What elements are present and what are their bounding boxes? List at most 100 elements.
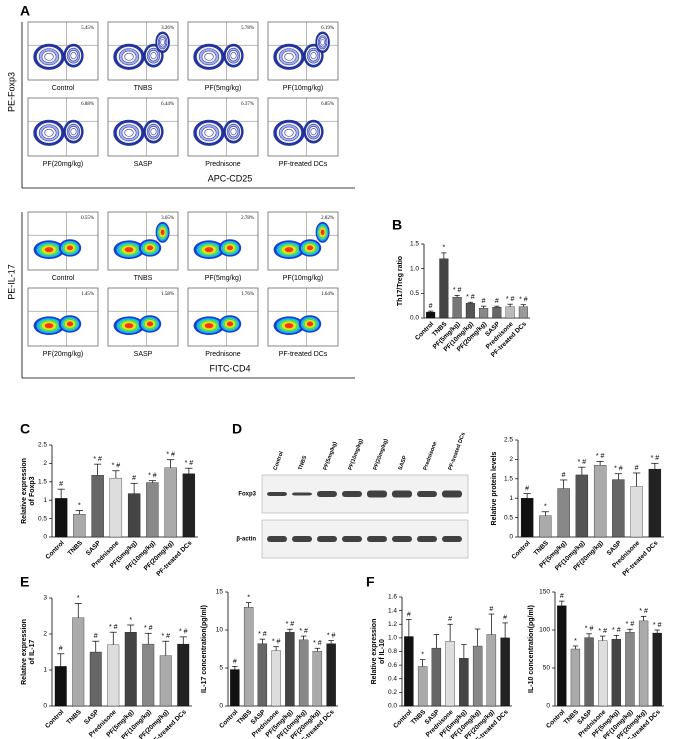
bar — [459, 658, 469, 707]
flow-density — [160, 229, 165, 236]
y-tick-label: 5 — [219, 665, 223, 672]
bar — [243, 607, 254, 707]
flow-density — [160, 39, 165, 46]
y-tick-label: 0.2 — [388, 689, 397, 696]
bar — [127, 493, 141, 538]
flow-plot: 3.26% TNBS — [107, 21, 179, 92]
significance-label: * — [77, 595, 80, 602]
gate-percent: 6.37% — [241, 102, 254, 107]
y-tick-label: 0.4 — [388, 675, 397, 682]
flow-density — [124, 247, 134, 253]
blot-band — [292, 492, 312, 496]
flow-density — [306, 321, 314, 327]
y-axis-title: of IL-10 — [379, 639, 386, 664]
gate-percent: 1.58% — [161, 292, 174, 297]
flow-density — [124, 52, 134, 61]
flow-density — [204, 52, 214, 61]
bar — [285, 632, 295, 707]
significance-label: * # — [585, 626, 594, 633]
row-label: β-actin — [236, 537, 256, 543]
significance-label: # — [429, 303, 433, 310]
plot-label: PF(20mg/kg) — [43, 161, 83, 168]
plot-label: Prednisone — [205, 351, 241, 358]
panel-letter: F — [366, 574, 375, 590]
significance-label: * # — [93, 456, 102, 463]
significance-label: * # — [299, 628, 308, 635]
flow-density — [320, 39, 325, 46]
blot-band — [417, 536, 437, 542]
significance-label: * — [574, 638, 577, 645]
gate-percent: 1.64% — [321, 292, 334, 297]
gate-percent: 5.78% — [241, 26, 254, 31]
y-tick-label: 0.5 — [38, 515, 47, 522]
flow-density — [310, 128, 317, 136]
flow-frame — [187, 287, 259, 347]
plot-label: SASP — [134, 161, 153, 168]
plot-label: PF(10mg/kg) — [283, 85, 323, 92]
significance-label: # — [59, 481, 63, 488]
flow-frame — [27, 287, 99, 347]
blot-band — [292, 536, 312, 542]
significance-label: * # — [258, 631, 267, 638]
y-tick-label: 0 — [43, 534, 47, 541]
y-tick-label: 0 — [43, 703, 47, 710]
flow-plot: 6.44% SASP — [107, 97, 179, 168]
flow-density — [204, 323, 214, 329]
flow-density — [146, 245, 154, 251]
plot-label: PF-treated DCs — [279, 161, 328, 168]
bar — [625, 632, 635, 707]
y-tick-label: 1.0 — [388, 635, 397, 642]
flow-density — [124, 128, 134, 137]
y-tick-label: 0.0 — [388, 703, 397, 710]
blot-band — [342, 491, 362, 497]
flow-density — [204, 128, 214, 137]
significance-label: * # — [614, 466, 623, 473]
axis-title: FITC-CD4 — [210, 363, 251, 373]
blot-band — [367, 490, 387, 498]
y-tick-label: 10 — [216, 627, 224, 634]
significance-label: * # — [639, 608, 648, 615]
flow-density — [226, 321, 234, 327]
bar — [520, 498, 534, 538]
blot-band — [392, 490, 412, 498]
y-axis-title: of IL-17 — [29, 639, 36, 664]
bar — [124, 632, 137, 707]
significance-label: * # — [506, 296, 515, 303]
y-axis-title: Relative expression — [21, 619, 28, 685]
bar — [91, 475, 104, 538]
bar — [479, 307, 489, 319]
significance-label: * # — [109, 624, 118, 631]
flow-density — [284, 247, 294, 253]
significance-label: * # — [519, 297, 528, 304]
flow-frame — [187, 211, 259, 271]
panel-letter: C — [20, 421, 30, 437]
significance-label: * — [544, 504, 547, 511]
blot-band — [392, 536, 412, 542]
significance-label: * # — [148, 473, 157, 480]
y-tick-label: 2 — [43, 631, 47, 638]
blot-band — [442, 536, 462, 542]
gate-percent: 2.82% — [321, 216, 334, 221]
gate-percent: 5.45% — [81, 26, 94, 31]
plot-label: PF(5mg/kg) — [205, 85, 242, 92]
flow-density — [226, 245, 234, 251]
y-tick-label: 2 — [43, 460, 47, 467]
bar — [312, 651, 323, 707]
significance-label: # — [525, 485, 529, 492]
flow-frame — [27, 211, 99, 271]
plot-label: PF-treated DCs — [279, 351, 328, 358]
y-tick-label: 1 — [43, 667, 47, 674]
y-tick-label: 1.4 — [388, 607, 397, 614]
significance-label: # — [233, 658, 237, 665]
significance-label: # — [482, 298, 486, 305]
flow-density — [66, 321, 74, 327]
bar — [182, 473, 196, 538]
panel-letter: B — [392, 217, 402, 233]
flow-density — [306, 245, 314, 251]
flow-density — [284, 323, 294, 329]
bar — [298, 639, 309, 707]
blot-band — [317, 491, 337, 497]
y-axis-title: IL-17 concentration(pg/ml) — [201, 605, 208, 693]
significance-label: * # — [598, 628, 607, 635]
bar — [584, 637, 594, 707]
